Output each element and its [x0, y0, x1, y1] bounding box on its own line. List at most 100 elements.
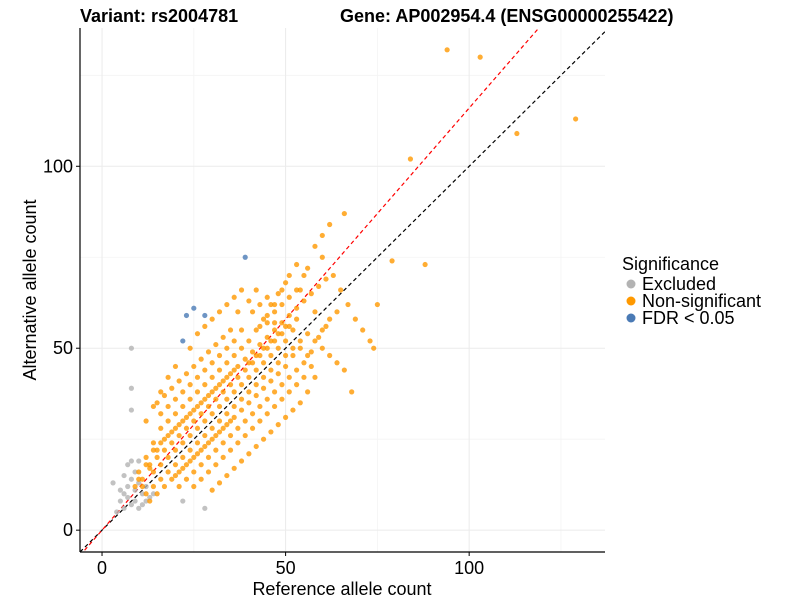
data-point-non-significant	[271, 389, 278, 395]
data-point-non-significant	[282, 323, 289, 329]
data-point-non-significant	[154, 400, 160, 406]
data-point-non-significant	[242, 356, 248, 362]
data-point-non-significant	[209, 487, 215, 493]
data-point-non-significant	[187, 411, 193, 417]
data-point-non-significant	[312, 374, 318, 380]
data-point-non-significant	[279, 396, 285, 402]
data-point-non-significant	[242, 418, 248, 424]
data-point-non-significant	[389, 258, 395, 264]
data-point-non-significant	[242, 367, 248, 373]
data-point-non-significant	[312, 309, 318, 315]
data-point-non-significant	[308, 349, 314, 355]
legend-label-non-significant: Non-significant	[642, 291, 761, 311]
data-point-excluded	[202, 505, 208, 511]
data-point-non-significant	[297, 345, 303, 351]
data-point-non-significant	[242, 432, 248, 439]
data-point-non-significant	[238, 407, 245, 413]
data-point-non-significant	[205, 392, 212, 399]
data-point-non-significant	[271, 320, 278, 326]
data-point-non-significant	[202, 432, 208, 439]
data-point-excluded	[114, 509, 120, 515]
data-point-non-significant	[253, 443, 259, 450]
data-point-non-significant	[150, 403, 157, 410]
data-point-non-significant	[305, 331, 311, 337]
data-point-non-significant	[371, 345, 377, 351]
data-point-non-significant	[260, 436, 267, 442]
data-points	[110, 47, 579, 515]
legend-title: Significance	[622, 254, 719, 274]
data-point-non-significant	[143, 462, 149, 468]
data-point-excluded	[143, 498, 149, 504]
data-point-excluded	[128, 502, 134, 508]
data-point-non-significant	[194, 440, 201, 446]
data-point-non-significant	[257, 341, 263, 348]
data-point-non-significant	[158, 476, 164, 482]
data-point-non-significant	[312, 243, 318, 249]
data-point-non-significant	[407, 156, 414, 162]
data-point-fdr	[183, 312, 190, 319]
data-point-non-significant	[268, 301, 274, 308]
data-point-non-significant	[231, 389, 237, 395]
data-point-excluded	[128, 476, 134, 482]
data-point-non-significant	[305, 265, 311, 271]
data-point-non-significant	[161, 436, 168, 442]
data-point-non-significant	[290, 352, 296, 359]
data-point-non-significant	[253, 367, 259, 373]
data-point-non-significant	[253, 392, 259, 399]
data-point-non-significant	[249, 309, 256, 315]
data-point-non-significant	[341, 210, 347, 217]
data-point-non-significant	[194, 331, 201, 337]
data-point-non-significant	[231, 367, 237, 373]
data-point-non-significant	[297, 287, 303, 293]
data-point-excluded	[121, 491, 127, 497]
data-point-non-significant	[216, 382, 223, 388]
y-tick-label: 100	[43, 156, 73, 176]
data-point-non-significant	[316, 283, 322, 289]
data-point-non-significant	[183, 425, 190, 431]
data-point-non-significant	[213, 385, 219, 391]
data-point-non-significant	[150, 469, 157, 475]
data-point-non-significant	[227, 382, 234, 388]
data-point-non-significant	[246, 338, 252, 344]
data-point-non-significant	[301, 298, 307, 304]
data-point-non-significant	[209, 389, 215, 395]
data-point-excluded	[125, 462, 131, 468]
data-point-non-significant	[294, 382, 300, 388]
data-point-non-significant	[319, 232, 325, 239]
data-point-non-significant	[279, 320, 285, 326]
data-point-non-significant	[209, 425, 215, 431]
data-point-non-significant	[202, 323, 208, 329]
data-point-non-significant	[180, 418, 186, 424]
data-point-non-significant	[367, 338, 373, 344]
data-point-non-significant	[282, 352, 289, 359]
data-point-excluded	[132, 469, 138, 475]
data-point-non-significant	[231, 414, 237, 420]
data-point-non-significant	[161, 483, 168, 490]
data-point-non-significant	[147, 462, 153, 468]
data-point-non-significant	[235, 363, 241, 370]
data-point-non-significant	[297, 338, 303, 344]
data-point-non-significant	[220, 378, 226, 384]
data-point-non-significant	[246, 400, 252, 406]
data-point-non-significant	[235, 374, 241, 380]
data-point-non-significant	[286, 312, 292, 319]
data-point-non-significant	[172, 447, 179, 453]
reference-line	[82, 28, 540, 552]
data-point-non-significant	[271, 309, 278, 315]
data-point-non-significant	[301, 272, 307, 279]
data-point-non-significant	[191, 418, 197, 424]
data-point-non-significant	[198, 476, 204, 482]
data-point-non-significant	[338, 287, 344, 293]
data-point-non-significant	[150, 447, 157, 453]
data-point-non-significant	[282, 338, 289, 344]
data-point-non-significant	[209, 360, 215, 366]
data-point-non-significant	[238, 327, 245, 333]
data-point-non-significant	[158, 411, 164, 417]
data-point-non-significant	[349, 389, 355, 395]
data-point-non-significant	[327, 352, 333, 359]
data-point-non-significant	[147, 465, 153, 471]
data-point-non-significant	[227, 447, 234, 453]
data-point-non-significant	[257, 403, 263, 410]
data-point-non-significant	[286, 323, 292, 329]
